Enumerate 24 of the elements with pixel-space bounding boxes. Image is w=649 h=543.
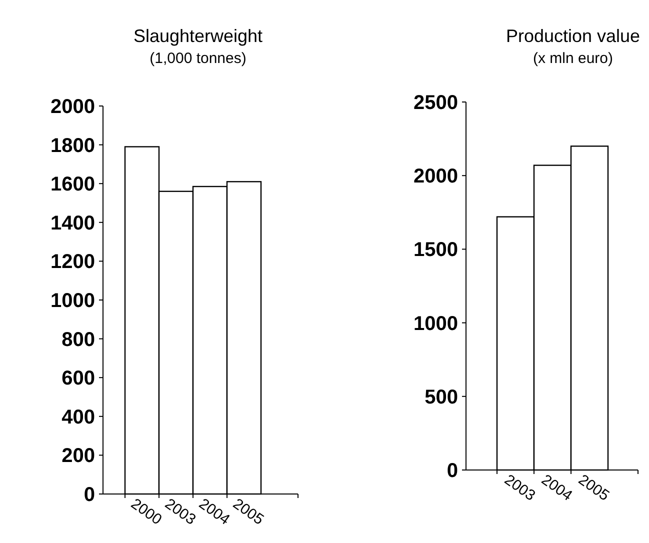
- y-tick-label: 400: [62, 406, 95, 428]
- y-tick-label: 1500: [414, 239, 458, 262]
- y-tick-label: 1200: [50, 251, 95, 274]
- y-tick-label: 1400: [50, 212, 95, 234]
- chart-title: Production value: [506, 26, 640, 46]
- y-tick-label: 500: [424, 386, 458, 408]
- x-tick-label: 2005: [575, 471, 612, 504]
- x-tick-label: 2004: [538, 471, 576, 504]
- chart-title: Slaughterweight: [133, 26, 263, 46]
- y-tick-label: 600: [62, 368, 95, 390]
- y-tick-label: 1600: [50, 174, 95, 196]
- y-tick-label: 2500: [414, 92, 458, 114]
- y-tick-label: 1800: [50, 134, 95, 157]
- y-tick-label: 2000: [414, 166, 458, 188]
- y-tick-label: 1000: [414, 312, 458, 335]
- y-tick-label: 0: [446, 460, 458, 482]
- chart-subtitle: (x mln euro): [532, 50, 614, 67]
- y-tick-label: 0: [84, 484, 95, 506]
- x-tick-label: 2003: [501, 471, 538, 504]
- chart-subtitle: (1,000 tonnes): [150, 50, 246, 67]
- y-tick-label: 800: [62, 328, 95, 351]
- y-tick-label: 2000: [50, 96, 95, 118]
- y-tick-label: 200: [62, 445, 95, 468]
- y-tick-label: 1000: [50, 290, 95, 312]
